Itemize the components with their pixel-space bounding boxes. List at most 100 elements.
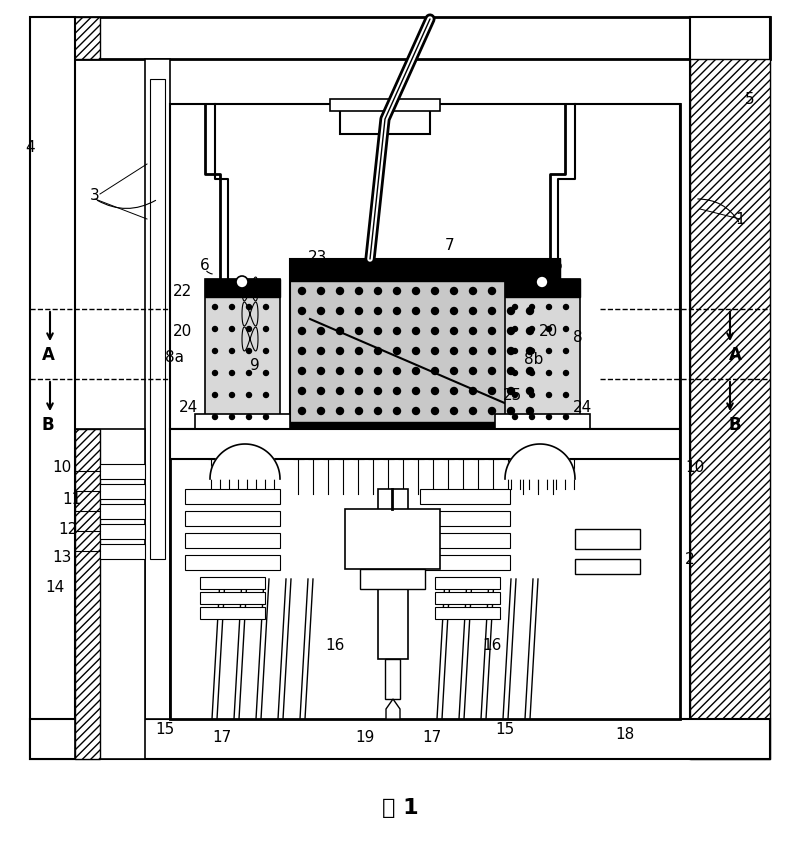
Circle shape xyxy=(526,408,534,415)
Bar xyxy=(290,260,560,445)
Text: 6: 6 xyxy=(553,257,563,272)
Text: 15: 15 xyxy=(155,722,174,737)
Bar xyxy=(290,260,560,282)
Bar xyxy=(100,544,145,560)
Circle shape xyxy=(563,305,569,310)
Circle shape xyxy=(489,388,495,395)
Circle shape xyxy=(355,328,362,335)
Bar xyxy=(293,440,304,459)
Circle shape xyxy=(246,415,251,420)
Bar xyxy=(226,440,232,459)
Bar xyxy=(30,18,100,60)
Bar xyxy=(255,435,270,445)
Circle shape xyxy=(298,368,306,375)
Text: A: A xyxy=(42,346,54,364)
Bar xyxy=(575,560,640,574)
Circle shape xyxy=(246,327,251,332)
Text: 23: 23 xyxy=(308,250,328,265)
Circle shape xyxy=(213,371,218,376)
Text: 图 1: 图 1 xyxy=(382,797,418,817)
Text: A: A xyxy=(729,346,742,364)
Text: 24: 24 xyxy=(178,400,198,415)
Bar xyxy=(217,440,223,459)
Text: 14: 14 xyxy=(46,580,65,595)
Polygon shape xyxy=(386,699,400,719)
Circle shape xyxy=(355,348,362,355)
Circle shape xyxy=(563,415,569,420)
Circle shape xyxy=(394,348,401,355)
Circle shape xyxy=(526,308,534,315)
Circle shape xyxy=(318,408,325,415)
Bar xyxy=(505,279,580,440)
Circle shape xyxy=(394,288,401,295)
Circle shape xyxy=(489,288,495,295)
Circle shape xyxy=(470,288,477,295)
Bar xyxy=(517,440,523,459)
Bar xyxy=(420,533,510,549)
Bar xyxy=(170,429,680,459)
Bar xyxy=(323,440,334,459)
Circle shape xyxy=(413,408,419,415)
Bar xyxy=(428,440,439,459)
Text: 25: 25 xyxy=(502,387,522,402)
Circle shape xyxy=(374,288,382,295)
Bar xyxy=(208,440,214,459)
Bar xyxy=(200,578,265,590)
Bar xyxy=(200,592,265,604)
Bar xyxy=(544,440,550,459)
Text: 17: 17 xyxy=(212,729,232,745)
Bar xyxy=(526,440,532,459)
Bar xyxy=(505,422,580,440)
Bar xyxy=(253,440,259,459)
Circle shape xyxy=(507,348,514,355)
Circle shape xyxy=(230,327,234,332)
Circle shape xyxy=(431,308,438,315)
Bar xyxy=(205,279,280,297)
Circle shape xyxy=(318,348,325,355)
Bar xyxy=(413,440,424,459)
Circle shape xyxy=(230,349,234,354)
Circle shape xyxy=(513,415,518,420)
Bar xyxy=(308,440,319,459)
Text: 15: 15 xyxy=(495,722,514,737)
Text: B: B xyxy=(42,416,54,434)
Circle shape xyxy=(526,348,534,355)
Circle shape xyxy=(507,368,514,375)
Circle shape xyxy=(355,388,362,395)
Bar xyxy=(340,105,430,135)
Bar xyxy=(420,556,510,570)
Bar xyxy=(185,511,280,527)
Circle shape xyxy=(536,277,548,289)
Circle shape xyxy=(526,388,534,395)
Bar xyxy=(262,440,268,459)
Circle shape xyxy=(355,368,362,375)
Bar xyxy=(205,279,280,440)
Circle shape xyxy=(318,368,325,375)
Circle shape xyxy=(450,328,458,335)
Circle shape xyxy=(413,328,419,335)
Bar xyxy=(271,440,277,459)
Bar xyxy=(185,533,280,549)
Bar xyxy=(420,489,510,504)
Circle shape xyxy=(530,349,534,354)
Bar xyxy=(353,440,364,459)
Text: 13: 13 xyxy=(52,550,72,565)
Circle shape xyxy=(413,288,419,295)
Bar xyxy=(185,556,280,570)
Circle shape xyxy=(263,327,269,332)
Bar xyxy=(210,435,225,445)
Bar xyxy=(368,440,379,459)
Bar xyxy=(100,504,145,520)
Circle shape xyxy=(526,368,534,375)
Bar xyxy=(443,440,454,459)
Circle shape xyxy=(513,305,518,310)
Circle shape xyxy=(489,308,495,315)
Bar xyxy=(435,607,500,619)
Text: 5: 5 xyxy=(745,92,755,107)
Circle shape xyxy=(563,371,569,376)
Bar xyxy=(244,440,250,459)
Text: 22: 22 xyxy=(172,285,192,299)
Circle shape xyxy=(563,349,569,354)
Text: 17: 17 xyxy=(422,729,442,745)
Circle shape xyxy=(513,349,518,354)
